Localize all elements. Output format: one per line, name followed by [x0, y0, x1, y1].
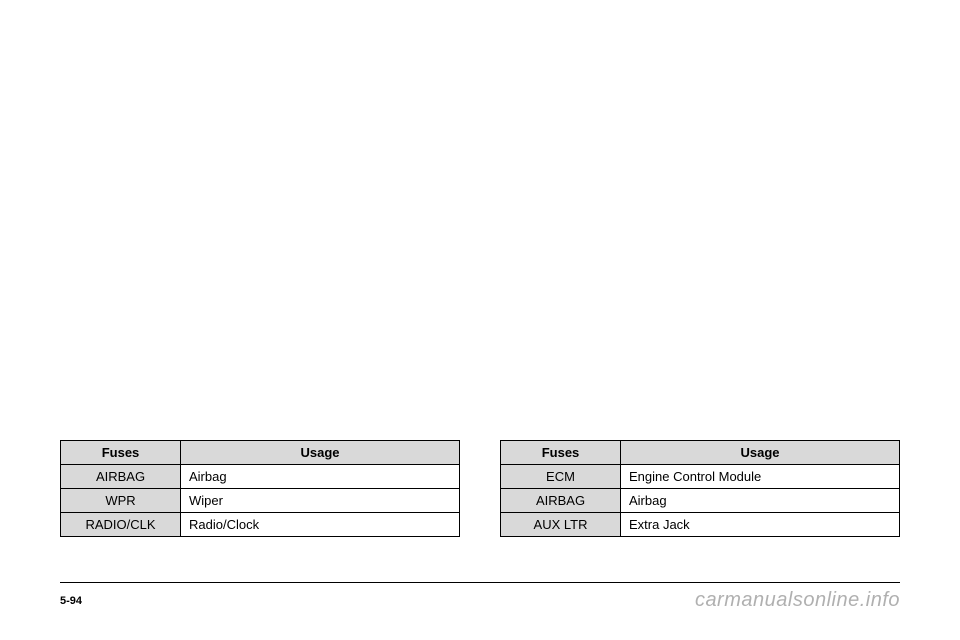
- fuse-table-right-wrap: Fuses Usage ECM Engine Control Module AI…: [500, 440, 900, 537]
- cell-fuse: AIRBAG: [61, 465, 181, 489]
- page-footer: 5-94 carmanualsonline.info: [60, 582, 900, 612]
- cell-usage: Extra Jack: [621, 513, 900, 537]
- header-fuses: Fuses: [61, 441, 181, 465]
- header-fuses: Fuses: [501, 441, 621, 465]
- table-row: AUX LTR Extra Jack: [501, 513, 900, 537]
- cell-fuse: AUX LTR: [501, 513, 621, 537]
- table-row: ECM Engine Control Module: [501, 465, 900, 489]
- table-header-row: Fuses Usage: [61, 441, 460, 465]
- table-row: AIRBAG Airbag: [61, 465, 460, 489]
- table-header-row: Fuses Usage: [501, 441, 900, 465]
- cell-usage: Engine Control Module: [621, 465, 900, 489]
- cell-usage: Wiper: [181, 489, 460, 513]
- table-row: AIRBAG Airbag: [501, 489, 900, 513]
- cell-fuse: AIRBAG: [501, 489, 621, 513]
- tables-row: Fuses Usage AIRBAG Airbag WPR Wiper RADI…: [60, 440, 900, 537]
- fuse-table-left: Fuses Usage AIRBAG Airbag WPR Wiper RADI…: [60, 440, 460, 537]
- fuse-table-right: Fuses Usage ECM Engine Control Module AI…: [500, 440, 900, 537]
- header-usage: Usage: [621, 441, 900, 465]
- cell-fuse: WPR: [61, 489, 181, 513]
- cell-usage: Airbag: [181, 465, 460, 489]
- cell-usage: Radio/Clock: [181, 513, 460, 537]
- fuse-table-left-wrap: Fuses Usage AIRBAG Airbag WPR Wiper RADI…: [60, 440, 460, 537]
- cell-usage: Airbag: [621, 489, 900, 513]
- page-number: 5-94: [60, 595, 82, 607]
- watermark-text: carmanualsonline.info: [695, 589, 900, 612]
- cell-fuse: RADIO/CLK: [61, 513, 181, 537]
- cell-fuse: ECM: [501, 465, 621, 489]
- table-row: RADIO/CLK Radio/Clock: [61, 513, 460, 537]
- table-row: WPR Wiper: [61, 489, 460, 513]
- header-usage: Usage: [181, 441, 460, 465]
- manual-page: Fuses Usage AIRBAG Airbag WPR Wiper RADI…: [0, 0, 960, 640]
